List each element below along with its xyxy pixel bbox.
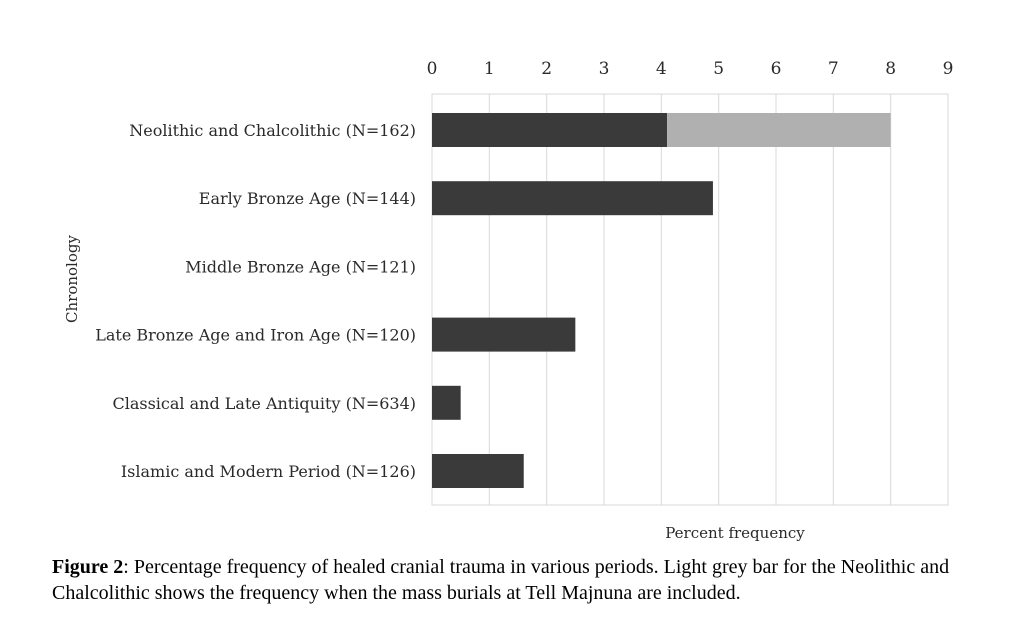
bar-dark: [432, 181, 713, 216]
bar-light-grey: [667, 113, 891, 147]
x-tick-label: 6: [771, 59, 782, 79]
bars: [432, 113, 891, 488]
category-labels: Neolithic and Chalcolithic (N=162) Early …: [95, 121, 416, 481]
caption-text: : Percentage frequency of healed cranial…: [52, 556, 950, 604]
bar-dark: [432, 385, 461, 420]
x-tick-label: 1: [484, 59, 495, 79]
x-tick-label: 0: [427, 59, 438, 79]
bar-dark: [432, 454, 524, 488]
x-tick-labels: 0 1 2 3 4 5 6 7 8 9: [427, 59, 954, 79]
category-label: Islamic and Modern Period (N=126): [121, 462, 416, 481]
category-label: Late Bronze Age and Iron Age (N=120): [95, 326, 416, 345]
x-tick-label: 5: [713, 59, 724, 79]
x-tick-label: 8: [885, 59, 896, 79]
x-axis-title: Percent frequency: [665, 524, 805, 542]
x-tick-label: 2: [541, 59, 552, 79]
plot-frame: [431, 93, 949, 506]
category-label: Classical and Late Antiquity (N=634): [112, 394, 416, 413]
caption-label: Figure 2: [52, 556, 124, 578]
category-label: Early Bronze Age (N=144): [199, 189, 416, 208]
category-label: Neolithic and Chalcolithic (N=162): [129, 121, 416, 140]
category-label: Middle Bronze Age (N=121): [185, 257, 416, 276]
bar-dark: [432, 113, 668, 147]
figure-caption: Figure 2: Percentage frequency of healed…: [52, 554, 992, 606]
bar-chart: 0 1 2 3 4 5 6 7 8 9 Neolithic and Chalcolithic (N…: [63, 59, 954, 542]
bar-dark: [432, 317, 576, 352]
x-tick-label: 4: [656, 59, 667, 79]
y-axis-title: Chronology: [63, 235, 81, 323]
gridlines: [431, 93, 949, 506]
x-tick-label: 7: [828, 59, 839, 79]
x-tick-label: 3: [599, 59, 610, 79]
x-tick-label: 9: [943, 59, 954, 79]
